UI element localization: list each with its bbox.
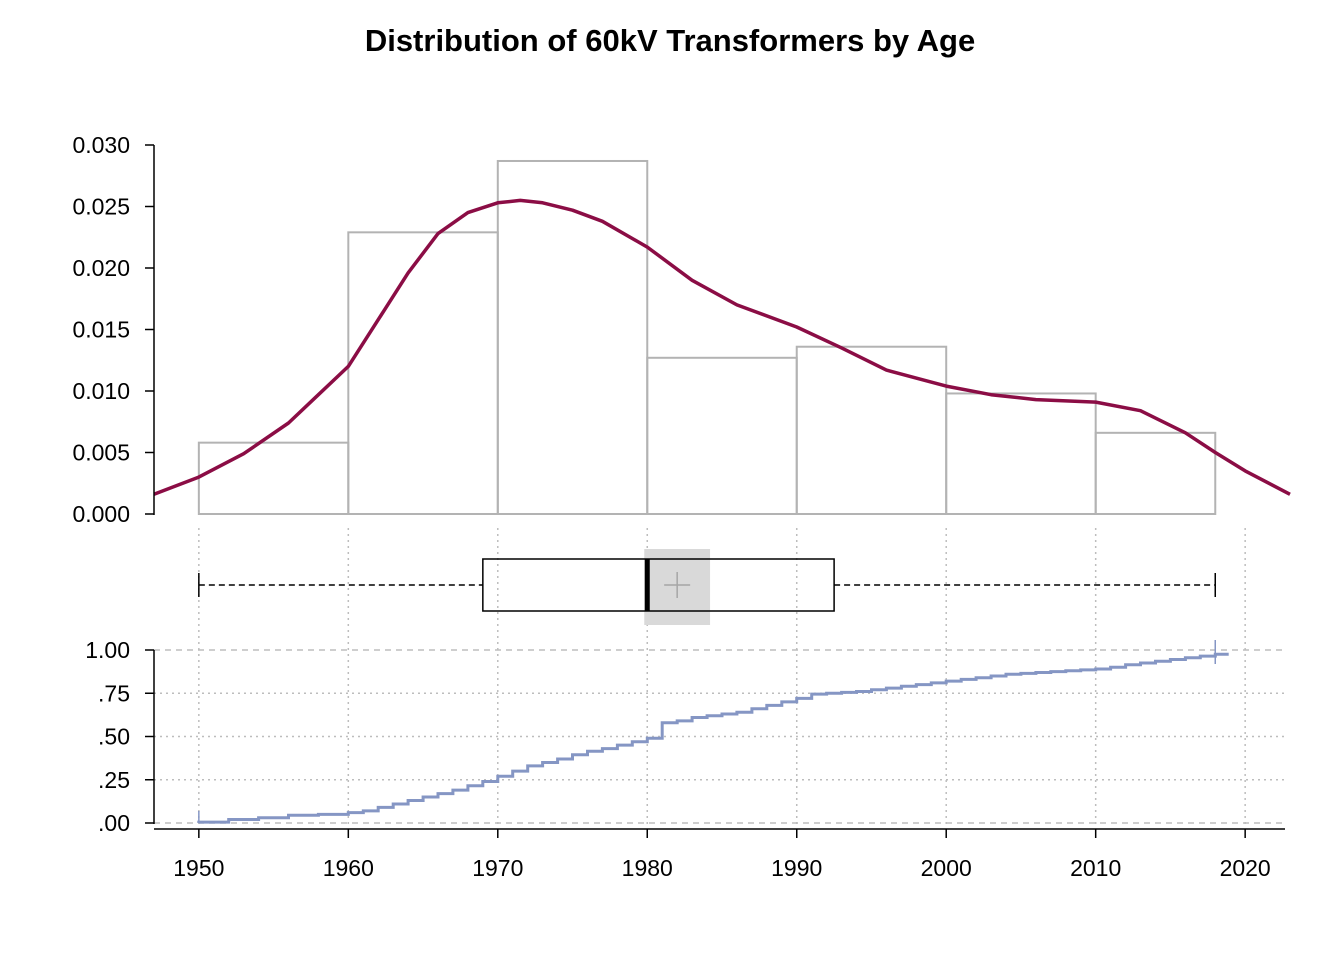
ecdf-panel: .00 .25 .50 .75 1.00 1950 1960 1970 1980 1990 2000…: [85, 637, 1285, 881]
histogram-bar-1950: [197, 441, 350, 515]
ecdf-y-tick-label: .75: [98, 680, 130, 706]
histogram-y-tick-label: 0.030: [72, 132, 130, 158]
ecdf-y-tick-label: 1.00: [85, 637, 130, 663]
iqr-box: [482, 558, 835, 612]
x-tick-label: 2020: [1220, 855, 1271, 881]
density-curve: [153, 198, 1291, 496]
x-tick-label: 2010: [1070, 855, 1121, 881]
histogram-panel: 0.000 0.005 0.010 0.015 0.020 0.025 0.030: [72, 132, 1291, 527]
histogram-y-tick-label: 0.015: [72, 317, 130, 343]
x-tick-label: 1970: [472, 855, 523, 881]
ecdf-y-tick-label: .25: [98, 767, 130, 793]
histogram-y-tick-label: 0.020: [72, 255, 130, 281]
ecdf-y-tick-label: .00: [98, 810, 130, 836]
chart-title: Distribution of 60kV Transformers by Age: [365, 23, 975, 58]
histogram-bar-2010: [1094, 431, 1217, 516]
histogram-y-tick-label: 0.005: [72, 440, 130, 466]
histogram-bar-1960: [347, 231, 499, 516]
histogram-bar-1980: [646, 356, 798, 516]
ecdf-y-tick-label: .50: [98, 724, 130, 750]
histogram-y-tick-label: 0.010: [72, 378, 130, 404]
histogram-y-tick-label: 0.000: [72, 501, 130, 527]
histogram-bar-1970: [496, 159, 649, 516]
x-tick-label: 1960: [323, 855, 374, 881]
x-tick-label: 1950: [173, 855, 224, 881]
histogram-y-tick-label: 0.025: [72, 194, 130, 220]
x-tick-label: 1980: [622, 855, 673, 881]
x-tick-label: 1990: [771, 855, 822, 881]
histogram-bar-2000: [945, 392, 1097, 515]
ecdf-step-line: [197, 652, 1229, 824]
boxplot-panel: [198, 528, 1246, 824]
histogram-bar-1990: [795, 345, 948, 515]
x-tick-label: 2000: [921, 855, 972, 881]
